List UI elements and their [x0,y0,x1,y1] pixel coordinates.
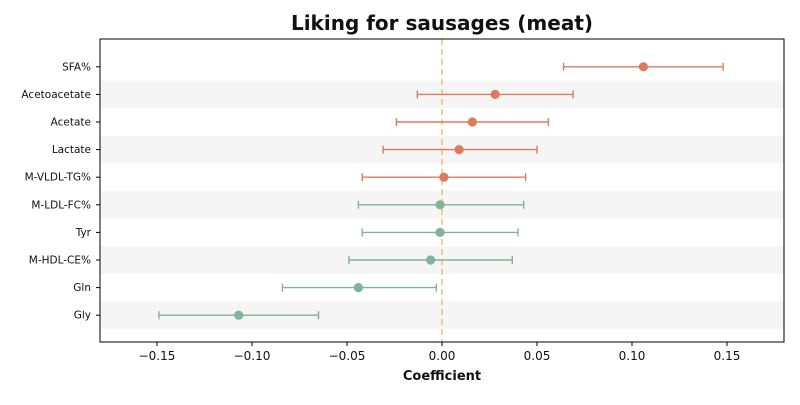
x-axis-label: Coefficient [403,369,481,384]
y-tick-label: Gln [73,282,91,294]
x-tick-label: 0.00 [429,349,456,363]
point-estimate [435,200,445,210]
point-estimate [638,62,649,72]
point-estimates [234,62,649,320]
point-estimate [454,145,464,155]
chart-title: Liking for sausages (meat) [291,11,593,35]
y-tick-label: Gly [74,310,91,322]
y-tick-label: SFA% [62,61,91,73]
x-ticks: −0.15 −0.10 −0.05 0.00 0.05 0.10 0.15 [139,342,741,363]
x-tick-label: −0.15 [139,349,176,363]
point-estimate [439,172,449,182]
x-tick-label: 0.05 [524,349,551,363]
y-tick-label: Lactate [52,144,91,156]
point-estimate [353,283,363,293]
y-tick-label: M-HDL-CE% [29,255,91,267]
point-estimate [435,227,445,237]
y-tick-label: Tyr [75,227,92,239]
y-tick-label: M-VLDL-TG% [25,172,91,184]
point-estimate [490,89,500,99]
point-estimate [426,255,436,265]
y-tick-label: Acetate [51,117,91,129]
y-tick-label: Acetoacetate [21,89,91,101]
point-estimate [467,117,477,127]
x-tick-label: −0.05 [329,349,366,363]
y-tick-label: M-LDL-FC% [31,199,91,211]
x-tick-label: 0.15 [714,349,741,363]
point-estimate [234,310,244,320]
y-tick-labels: SFA% Acetoacetate Acetate Lactate M-VLDL-TG%… [21,61,100,322]
x-tick-label: 0.10 [619,349,646,363]
x-tick-label: −0.10 [234,349,271,363]
